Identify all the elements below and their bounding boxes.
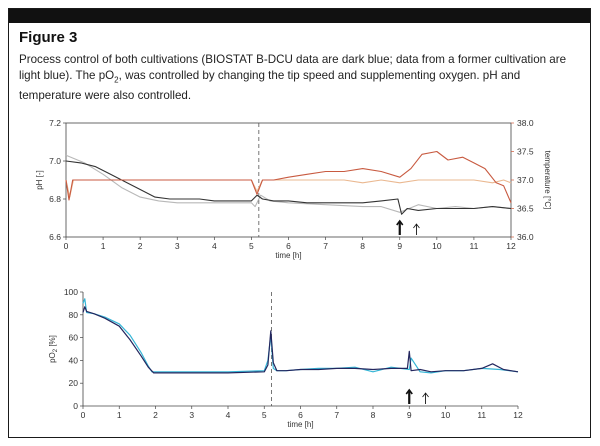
chart1-line-temp_current [65,150,512,204]
chart2-x-tick-label: 5 [262,410,267,420]
chart2-y-tick-label: 20 [69,378,79,388]
chart1-x-tick-label: 8 [360,241,365,251]
caption-part-1: Process control of both cultivations (BI… [19,53,567,82]
chart1-line-temp_former [65,179,512,198]
chart1-x-tick-label: 3 [175,241,180,251]
chart2-y-tick-label: 80 [69,310,79,320]
chart2-x-tick-label: 7 [334,410,339,420]
chart2-y-tick-label: 0 [73,401,78,411]
chart2-y-tick-label: 60 [69,333,79,343]
chart2-x-tick-label: 0 [81,410,86,420]
chart2-marker-1-head [422,392,429,398]
ph-temperature-chart: 0 1 2 3 4 5 6 7 8 9 10 11 126.66.87.07.236.036.537.0… [35,118,552,260]
chart1-x-tick-label: 7 [323,241,328,251]
chart2-x-tick-label: 1 [117,410,122,420]
caption-part-2: , was controlled by changing the tip spe… [19,69,521,103]
chart1-marker-0-head [396,219,404,226]
chart2-x-tick-label: 10 [441,410,451,420]
chart2-x-tick-label: 8 [371,410,376,420]
chart1-y-axis-label: pH [-] [35,170,44,190]
chart1-line-ph_former [65,154,512,213]
figure-header-bar [9,9,590,23]
chart1-y-right-tick-label: 36.0 [517,232,534,242]
chart2-x-axis-label: time [h] [287,420,313,429]
chart1-y-right-tick-label: 37.5 [517,147,534,157]
figure-panel: Figure 3 Process control of both cultiva… [8,8,591,438]
chart1-x-tick-label: 6 [286,241,291,251]
chart1-y-tick-label: 6.8 [49,194,61,204]
chart2-y-axis-label: pO2 [%] [48,335,59,363]
chart1-x-tick-label: 0 [64,241,69,251]
chart2-x-tick-label: 11 [477,410,486,420]
chart2-x-tick-label: 4 [226,410,231,420]
chart2-y-tick-label: 40 [69,355,79,365]
chart1-y-tick-label: 7.0 [49,156,61,166]
chart1-y-right-tick-label: 37.0 [517,175,534,185]
chart1-y-right-tick-label: 38.0 [517,118,534,128]
chart2-y-axis-label-unit: [%] [48,335,57,349]
chart1-y-right-tick-label: 36.5 [517,204,534,214]
chart1-y-tick-label: 6.6 [49,232,61,242]
chart1-x-tick-label: 10 [432,241,442,251]
chart1-x-axis-label: time [h] [275,251,301,260]
chart1-y-right-axis-label: temperature [°C] [543,151,552,210]
chart2-x-tick-label: 9 [407,410,412,420]
chart2-x-tick-label: 12 [513,410,523,420]
caption-subscript: 2 [114,75,119,85]
chart2-x-tick-label: 3 [189,410,194,420]
chart2-marker-0-head [405,388,413,395]
chart2-y-tick-label: 100 [64,287,78,297]
chart1-x-tick-label: 9 [397,241,402,251]
figure-caption: Process control of both cultivations (BI… [19,52,579,104]
chart1-x-tick-label: 1 [101,241,106,251]
chart2-line-dark_blue [82,306,519,374]
chart1-x-tick-label: 5 [249,241,254,251]
chart1-x-tick-label: 12 [506,241,516,251]
chart2-x-tick-label: 2 [153,410,158,420]
chart1-marker-1-head [413,223,420,229]
chart2-line-light_blue [82,298,519,374]
chart1-x-tick-label: 4 [212,241,217,251]
chart2-y-axis-label-main: pO [48,352,57,363]
chart2-y-axis-label-sub: 2 [53,348,59,352]
chart1-x-tick-label: 11 [470,241,479,251]
chart2-x-tick-label: 6 [298,410,303,420]
chart1-x-tick-label: 2 [138,241,143,251]
figure-title: Figure 3 [19,29,78,46]
chart1-y-tick-label: 7.2 [49,118,61,128]
chart1-line-ph_current [65,160,512,215]
